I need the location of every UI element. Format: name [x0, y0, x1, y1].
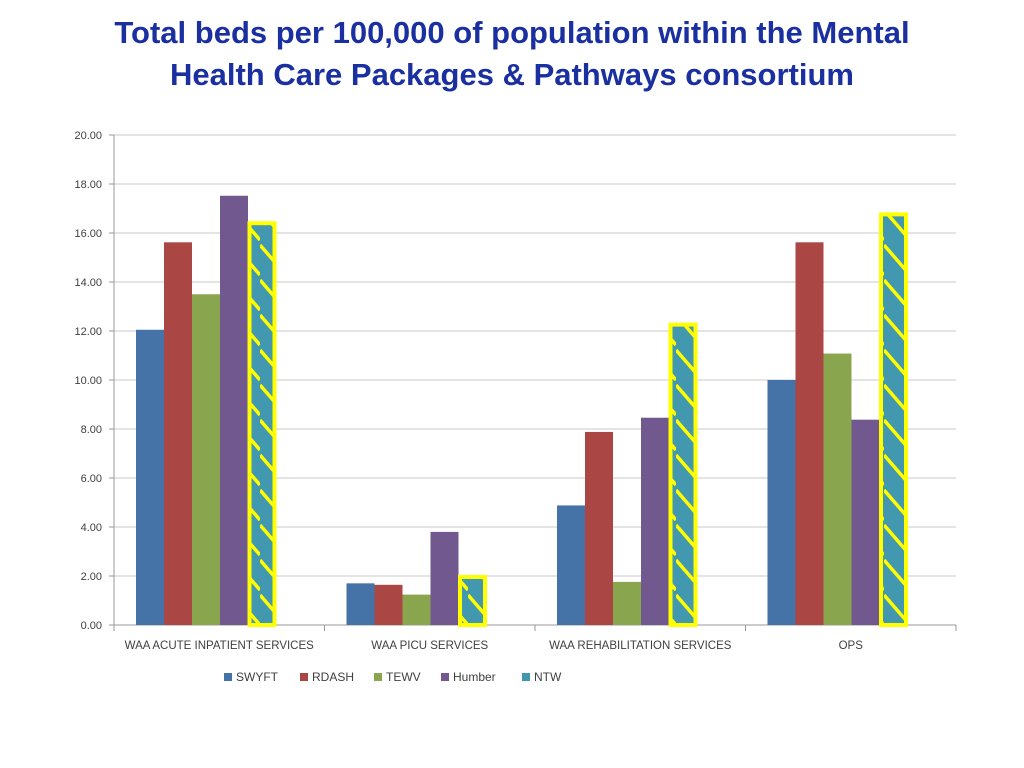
- legend-label-ntw: NTW: [534, 670, 562, 684]
- slide-title: Total beds per 100,000 of population wit…: [0, 12, 1024, 96]
- bar-ntw: [247, 221, 277, 627]
- slide-title-line-1: Total beds per 100,000 of population wit…: [114, 15, 910, 50]
- bar-swyft: [557, 505, 585, 625]
- x-category-label: WAA ACUTE INPATIENT SERVICES: [125, 640, 314, 652]
- legend-label-tewv: TEWV: [386, 670, 421, 684]
- legend-swatch-ntw: [522, 673, 530, 681]
- y-tick-label: 8.00: [81, 424, 102, 436]
- bar-humber: [851, 419, 880, 625]
- slide-title-line-2: Health Care Packages & Pathways consorti…: [170, 57, 854, 92]
- legend-swatch-humber: [441, 673, 449, 681]
- bar-humber: [641, 417, 669, 625]
- bar-rdash: [374, 584, 403, 625]
- y-tick-label: 18.00: [74, 179, 102, 191]
- bar-tewv: [402, 594, 431, 625]
- bar-swyft: [346, 583, 375, 625]
- bar-ntw: [879, 212, 908, 627]
- x-category-label: WAA PICU SERVICES: [371, 640, 488, 652]
- y-tick-label: 0.00: [81, 620, 102, 632]
- legend-swatch-swyft: [224, 673, 232, 681]
- y-tick-label: 16.00: [74, 228, 102, 240]
- y-tick-label: 6.00: [81, 473, 102, 485]
- y-tick-label: 4.00: [81, 522, 102, 534]
- y-tick-label: 20.00: [74, 130, 102, 142]
- y-tick-label: 2.00: [81, 571, 102, 583]
- legend: SWYFT RDASH TEWV Humber NTW: [224, 670, 562, 684]
- bar-ntw: [668, 322, 698, 627]
- x-category-label: WAA REHABILITATION SERVICES: [549, 640, 732, 652]
- bar-rdash: [164, 242, 192, 625]
- legend-label-humber: Humber: [453, 670, 496, 684]
- x-category-label: OPS: [839, 640, 864, 652]
- bar-humber: [430, 531, 459, 625]
- legend-swatch-rdash: [300, 673, 308, 681]
- legend-label-rdash: RDASH: [312, 670, 354, 684]
- bar-rdash: [585, 431, 613, 625]
- bars: [136, 195, 908, 627]
- legend-swatch-tewv: [374, 673, 382, 681]
- y-tick-label: 12.00: [74, 326, 102, 338]
- bar-tewv: [613, 581, 641, 625]
- y-tick-label: 10.00: [74, 375, 102, 387]
- bar-tewv: [823, 353, 852, 625]
- bar-ntw: [458, 574, 487, 627]
- legend-label-swyft: SWYFT: [236, 670, 279, 684]
- bar-rdash: [795, 242, 824, 625]
- bar-humber: [220, 195, 248, 625]
- y-tick-label: 14.00: [74, 277, 102, 289]
- bar-swyft: [136, 329, 164, 625]
- bar-tewv: [192, 294, 220, 625]
- bar-swyft: [767, 380, 796, 625]
- axis-labels: 0.00 2.00 4.00 6.00 8.00 10.00 12.00 14.00 16.00…: [74, 130, 863, 652]
